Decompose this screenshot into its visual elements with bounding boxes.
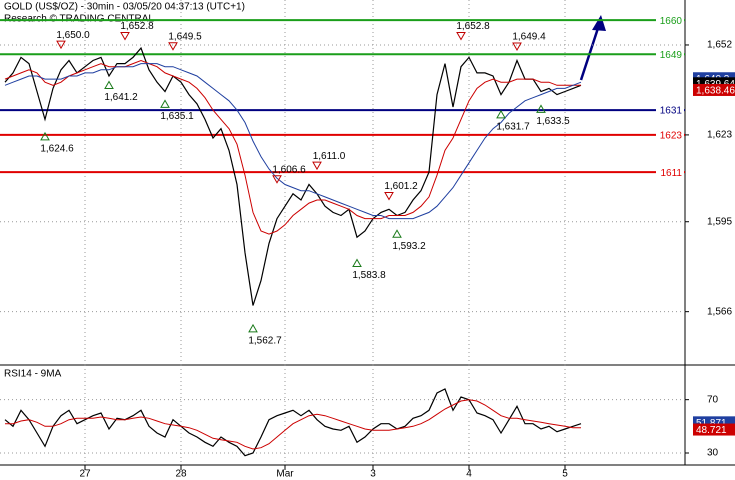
y-tick-label: 70	[707, 394, 719, 405]
annotation-label: 1,624.6	[40, 144, 74, 155]
price-line	[4, 46, 582, 306]
high-marker	[512, 42, 522, 52]
price-box	[693, 423, 735, 436]
x-tick-label: 4	[466, 469, 472, 480]
annotation-label: 1,593.2	[392, 241, 426, 252]
price-line	[4, 388, 582, 457]
chart-subtitle: Research © TRADING CENTRAL	[4, 14, 154, 25]
high-marker	[120, 31, 130, 41]
high-marker	[168, 42, 178, 51]
annotation-label: 1,641.2	[104, 92, 138, 103]
level-label-bg	[656, 47, 684, 61]
annotation-label: 1,635.1	[160, 111, 194, 122]
price-line	[5, 399, 581, 450]
annotation-label: 1,652.8	[120, 21, 154, 32]
low-marker	[40, 131, 50, 141]
y-tick-label: 1,595	[707, 216, 732, 227]
price-box	[693, 83, 735, 96]
low-marker	[392, 229, 402, 238]
level-label-bg	[656, 103, 684, 117]
annotation-label: 1,649.4	[512, 32, 546, 43]
level-label: 1623	[660, 131, 683, 142]
x-tick-label: Mar	[276, 469, 294, 480]
price-label: 51.871	[696, 418, 727, 429]
annotation-label: 1,562.7	[248, 336, 282, 347]
level-label: 1611	[660, 168, 682, 179]
level-label: 1649	[660, 50, 683, 61]
high-marker	[456, 31, 466, 41]
price-label: 1,638.46	[696, 86, 735, 97]
y-tick-label: 30	[707, 448, 719, 459]
y-tick-label: 1,652	[707, 40, 732, 51]
annotation-label: 1,601.2	[384, 181, 418, 192]
x-tick-label: 27	[79, 469, 91, 480]
y-tick-label: 1,623	[707, 130, 732, 141]
chart-title: GOLD (US$/OZ) - 30min - 03/05/20 04:37:1…	[4, 2, 245, 13]
low-marker	[248, 323, 258, 333]
level-label-bg	[656, 13, 684, 27]
price-label: 48.721	[696, 425, 727, 436]
forecast-arrowhead	[592, 15, 606, 31]
low-marker	[352, 258, 362, 267]
y-tick-label: 1,566	[707, 306, 732, 317]
x-tick-label: 28	[175, 469, 187, 480]
price-line	[4, 63, 582, 220]
level-label: 1631	[660, 106, 683, 117]
price-line	[4, 59, 581, 235]
level-label: 1660	[660, 16, 683, 27]
level-label-bg	[656, 127, 684, 141]
indicator-title: RSI14 - 9MA	[4, 369, 62, 380]
high-marker	[56, 40, 66, 50]
annotation-label: 1,633.5	[536, 116, 570, 127]
high-marker	[384, 192, 394, 201]
forecast-arrow	[579, 21, 602, 81]
annotation-label: 1,611.0	[313, 151, 346, 162]
annotation-label: 1,649.5	[168, 31, 202, 42]
high-marker	[272, 175, 282, 184]
annotation-label: 1,652.8	[456, 21, 490, 32]
low-marker	[536, 104, 546, 113]
annotation-label: 1,650.0	[56, 30, 90, 41]
annotation-label: 1,631.7	[496, 122, 530, 133]
low-marker	[104, 80, 114, 89]
annotation-label: 1,606.6	[272, 164, 306, 175]
low-marker	[496, 109, 506, 119]
x-tick-label: 3	[370, 469, 376, 480]
high-marker	[312, 161, 322, 171]
annotation-label: 1,583.8	[352, 270, 386, 281]
low-marker	[160, 99, 170, 108]
level-label-bg	[656, 165, 684, 179]
x-tick-label: 5	[562, 469, 568, 480]
